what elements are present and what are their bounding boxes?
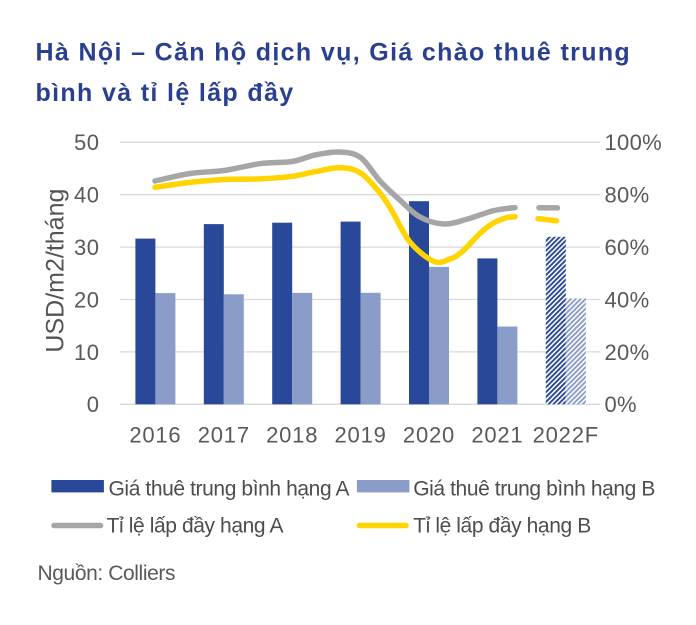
svg-text:2020: 2020 (403, 423, 455, 448)
svg-text:100%: 100% (605, 130, 662, 155)
svg-text:80%: 80% (605, 183, 650, 208)
svg-text:50: 50 (74, 130, 99, 155)
svg-text:2016: 2016 (129, 423, 181, 448)
svg-text:Tỉ lệ lấp đầy hạng B: Tỉ lệ lấp đầy hạng B (413, 515, 591, 538)
svg-text:2017: 2017 (198, 423, 250, 448)
svg-text:0%: 0% (605, 392, 637, 417)
svg-text:bình và tỉ lệ lấp đầy: bình và tỉ lệ lấp đầy (36, 79, 295, 107)
svg-text:2019: 2019 (335, 423, 387, 448)
svg-text:20%: 20% (605, 340, 650, 365)
svg-text:40: 40 (74, 183, 99, 208)
svg-text:2021: 2021 (471, 423, 523, 448)
svg-text:40%: 40% (605, 287, 650, 312)
svg-text:Giá thuê trung bình hạng A: Giá thuê trung bình hạng A (109, 477, 350, 500)
svg-text:2022F: 2022F (533, 423, 599, 448)
svg-text:Nguồn: Colliers: Nguồn: Colliers (38, 562, 176, 585)
svg-text:Giá thuê trung bình hạng B: Giá thuê trung bình hạng B (413, 477, 655, 500)
svg-text:10: 10 (74, 340, 99, 365)
svg-text:0: 0 (87, 392, 100, 417)
svg-text:Tỉ lệ lấp đầy hạng A: Tỉ lệ lấp đầy hạng A (107, 515, 284, 538)
svg-text:30: 30 (74, 235, 99, 260)
svg-text:USD/m2/tháng: USD/m2/tháng (42, 189, 70, 353)
svg-text:2018: 2018 (266, 423, 318, 448)
svg-text:60%: 60% (605, 235, 650, 260)
svg-text:20: 20 (74, 287, 99, 312)
svg-text:Hà Nội – Căn hộ dịch vụ, Giá c: Hà Nội – Căn hộ dịch vụ, Giá chào thuê t… (36, 38, 632, 66)
